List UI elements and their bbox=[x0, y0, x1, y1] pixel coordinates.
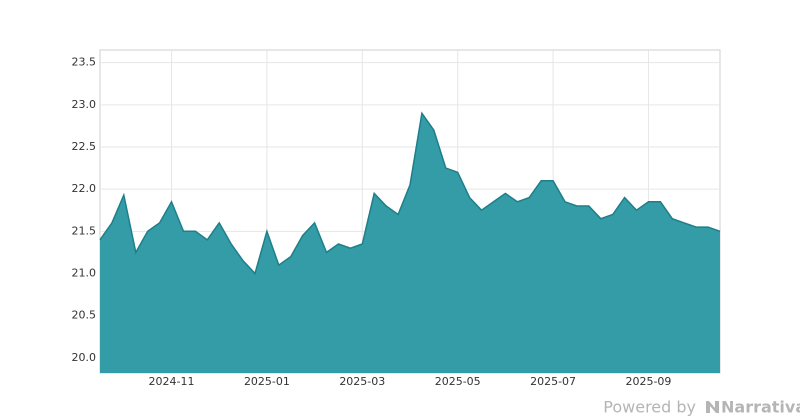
x-tick-label: 2025-07 bbox=[530, 375, 576, 388]
y-tick-label: 23.0 bbox=[72, 98, 97, 111]
y-tick-label: 22.0 bbox=[72, 182, 97, 195]
area-line bbox=[99, 111, 721, 275]
brand-logo bbox=[706, 401, 719, 413]
brand: Narrativa bbox=[721, 398, 800, 417]
area bbox=[100, 113, 720, 374]
x-tick-label: 2025-01 bbox=[244, 375, 290, 388]
x-tick-label: 2025-05 bbox=[435, 375, 481, 388]
x-tick-label: 2024-11 bbox=[149, 375, 195, 388]
y-tick-label: 20.5 bbox=[72, 309, 97, 322]
x-tick-label: 2025-09 bbox=[625, 375, 671, 388]
y-tick-label: 21.0 bbox=[72, 266, 97, 279]
labels: 20.0 20.5 21.0 21.5 22.0 22.5 23.0 23.5 2024-11 2… bbox=[72, 56, 672, 388]
y-tick-label: 20.0 bbox=[72, 351, 97, 364]
powered-by: Powered by bbox=[603, 398, 696, 417]
x-tick-label: 2025-03 bbox=[339, 375, 385, 388]
y-tick-label: 21.5 bbox=[72, 224, 97, 237]
y-tick-label: 23.5 bbox=[72, 56, 97, 69]
marks bbox=[99, 111, 721, 374]
y-tick-label: 22.5 bbox=[72, 140, 97, 153]
